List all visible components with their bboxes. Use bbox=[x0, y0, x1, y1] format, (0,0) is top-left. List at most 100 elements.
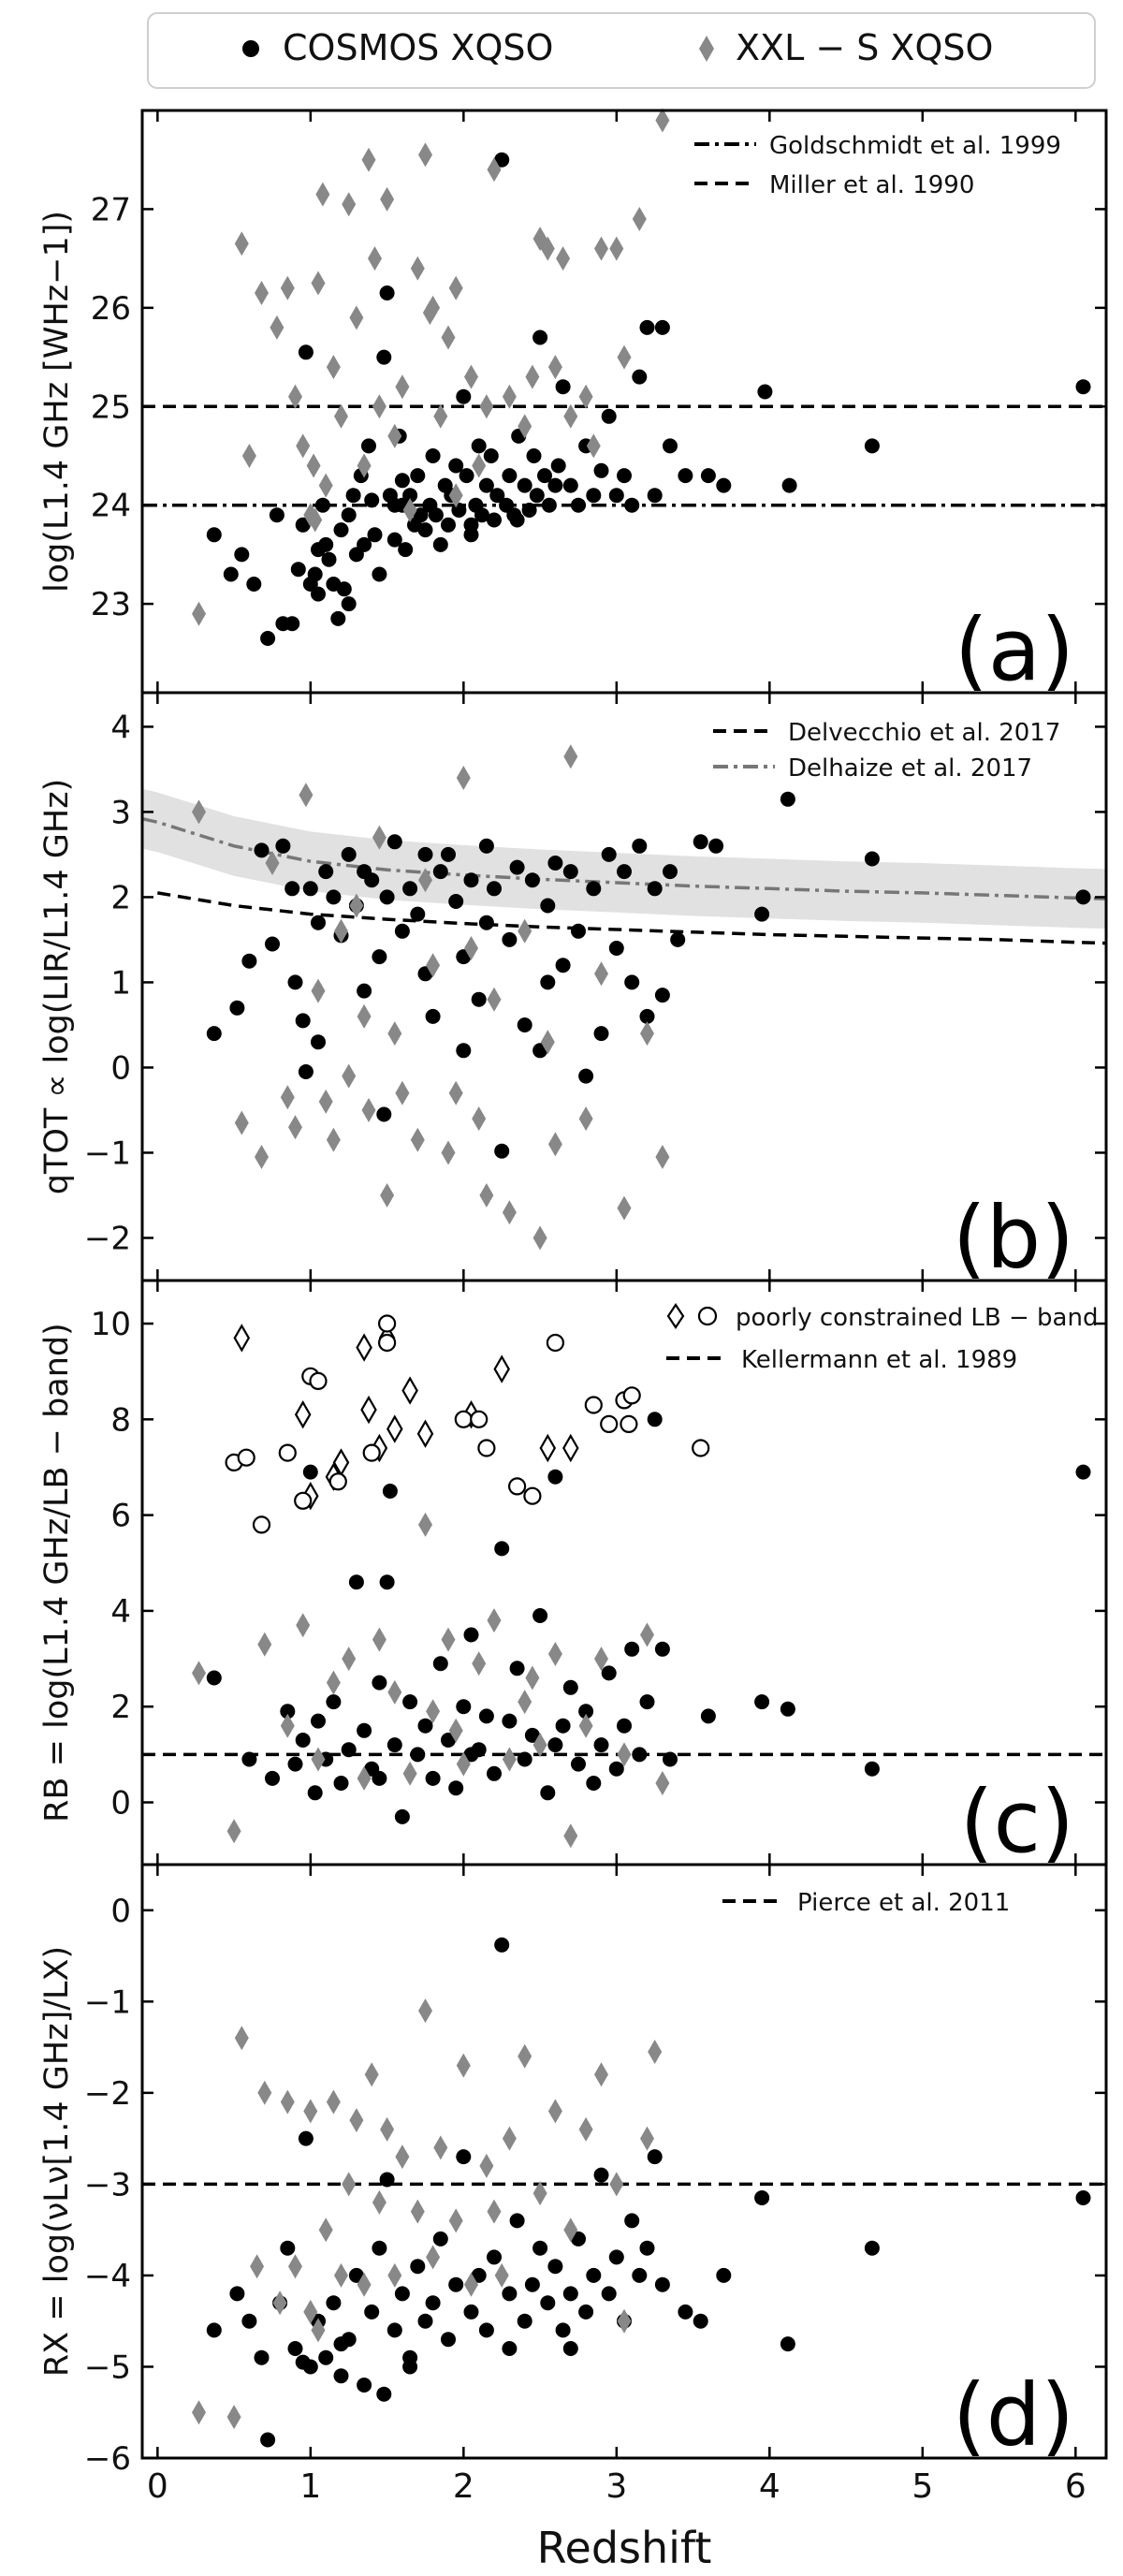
panel-a-xxl-point bbox=[578, 384, 593, 409]
panel-b-ytick-label: −1 bbox=[84, 1134, 131, 1172]
panel-b-cosmos-point bbox=[571, 923, 586, 939]
panel-a-cosmos-point bbox=[483, 448, 499, 463]
panel-d-cosmos-point bbox=[254, 2349, 270, 2365]
panel-c-open-point bbox=[237, 1448, 255, 1467]
panel-c-open-point bbox=[600, 1414, 619, 1434]
panel-d-xxl-point bbox=[288, 2254, 302, 2279]
panel-a-cosmos-point bbox=[361, 438, 376, 454]
top-legend: COSMOS XQSO XXL − S XQSO bbox=[147, 12, 1096, 89]
panel-a-cosmos-point bbox=[336, 581, 352, 597]
panel-d-xxl-point bbox=[464, 2272, 478, 2297]
panel-b-cosmos-point bbox=[562, 864, 578, 880]
panel-c-ytick-label: 2 bbox=[110, 1689, 131, 1726]
panel-a-xxl-point bbox=[540, 236, 555, 261]
panel-c-axes: 0 2 4 6 8 10 bbox=[91, 1281, 1106, 1865]
panel-c-open-point bbox=[416, 1419, 434, 1448]
panel-a-ytick-label: 27 bbox=[91, 191, 131, 228]
panel-a-xxl-point bbox=[318, 473, 333, 498]
panel-d-cosmos-point bbox=[562, 2286, 578, 2302]
panel-b-cosmos-point bbox=[311, 1034, 326, 1050]
panel-d-cosmos-point bbox=[532, 2240, 548, 2256]
panel-a-cosmos-point bbox=[487, 512, 502, 528]
panel-b-xxl-point bbox=[334, 918, 348, 944]
panel-a-cosmos-point bbox=[448, 458, 464, 474]
panel-d-xxl-point bbox=[547, 2099, 562, 2124]
x-axis-label: Redshift bbox=[537, 2523, 712, 2573]
panel-d-xxl-point bbox=[364, 2062, 379, 2087]
panel-c-ytick-label: 8 bbox=[110, 1401, 131, 1439]
panel-d-xxl-point bbox=[494, 2262, 509, 2288]
panel-b-delvecchio-line bbox=[157, 891, 1107, 945]
panel-c-xxl-point bbox=[226, 1819, 241, 1844]
panel-d-xxl-point bbox=[303, 2099, 318, 2124]
panel-d-xxl-point bbox=[433, 2135, 448, 2160]
panel-b-cosmos-point bbox=[287, 974, 303, 990]
panel-a-xxl-point bbox=[234, 231, 249, 256]
panel-b-xxl-point bbox=[464, 936, 478, 960]
panel-b-xxl-point bbox=[342, 1063, 357, 1089]
panel-c-cosmos-point bbox=[517, 1751, 532, 1767]
panel-c-open-point bbox=[507, 1477, 527, 1496]
panel-d-cosmos-point bbox=[639, 2240, 655, 2256]
panel-a-xxl-point bbox=[410, 256, 425, 281]
panel-b-cosmos-point bbox=[639, 1008, 655, 1024]
panel-a-xxl-point bbox=[306, 453, 321, 478]
panel-c-cosmos-point bbox=[265, 1770, 280, 1786]
panel-c-cosmos-point bbox=[425, 1770, 441, 1786]
panel-c-open-point bbox=[477, 1439, 496, 1457]
panel-b-xxl-point bbox=[326, 1127, 341, 1152]
panel-d-cosmos-point bbox=[578, 2304, 594, 2320]
panel-c-cosmos-point bbox=[341, 1742, 357, 1758]
panel-c-open-point bbox=[470, 1410, 489, 1428]
panel-a-cosmos-point bbox=[509, 512, 525, 528]
panel-a-cosmos-point bbox=[341, 596, 357, 612]
panel-b-xxl-point bbox=[418, 868, 432, 893]
panel-b-cosmos-point bbox=[780, 791, 795, 807]
panel-a-cosmos-point bbox=[367, 527, 383, 543]
panel-c-cosmos-point bbox=[647, 1412, 663, 1427]
panel-c-cosmos-point bbox=[562, 1679, 578, 1695]
panel-d-cosmos-point bbox=[287, 2341, 303, 2356]
panel-a-xxl-point bbox=[418, 142, 432, 168]
panel-a-cosmos-point bbox=[311, 586, 326, 602]
panel-a-xxl-point bbox=[326, 355, 341, 380]
panel-a-cosmos-point bbox=[532, 329, 548, 345]
panel-a-cosmos-point bbox=[234, 547, 250, 563]
panel-d-ytick-label: −5 bbox=[84, 2349, 131, 2386]
panel-a-cosmos-point bbox=[1075, 379, 1091, 395]
panel-d-cosmos-point bbox=[241, 2313, 257, 2329]
panel-c-cosmos-point bbox=[379, 1574, 395, 1590]
x-tick-label: 6 bbox=[1065, 2467, 1087, 2506]
panel-d-legend: Pierce et al. 2011 bbox=[722, 1889, 1010, 1917]
panel-b-cosmos-point bbox=[547, 856, 563, 871]
panel-c-cosmos-point bbox=[864, 1761, 880, 1777]
panel-d-xxl-point bbox=[280, 2089, 295, 2115]
panel-d-xxl-point bbox=[326, 2089, 341, 2115]
panel-a-cosmos-point bbox=[345, 488, 361, 504]
panel-a-xxl-point bbox=[433, 403, 448, 429]
panel-d-xxl-point bbox=[456, 2053, 471, 2078]
panel-c-xxl-point bbox=[311, 1747, 326, 1772]
panel-b-cosmos-point bbox=[298, 1064, 314, 1079]
panel-a-ytick-label: 26 bbox=[91, 290, 131, 328]
panel-d-ylabel: RX = log(νLν[1.4 GHz]/LX) bbox=[38, 1946, 76, 2377]
panel-c-xxl-point bbox=[192, 1661, 206, 1686]
panel-c-open-point bbox=[523, 1486, 542, 1505]
panel-b-cosmos-point bbox=[555, 958, 571, 973]
panel-b-legend: Delvecchio et al. 2017 Delhaize et al. 2… bbox=[713, 719, 1060, 783]
panel-a-cosmos-point bbox=[571, 497, 586, 513]
panel-a-cosmos-point bbox=[593, 462, 609, 478]
panel-d-xxl-point bbox=[395, 2144, 410, 2170]
panel-c-cosmos-point bbox=[382, 1484, 398, 1499]
panel-a-xxl-point bbox=[296, 433, 311, 459]
panel-b-xxl-point bbox=[563, 744, 578, 769]
panel-d-cosmos-point bbox=[463, 2304, 479, 2320]
panel-a-xxl-point bbox=[609, 236, 624, 261]
panel-a-xxl-point bbox=[563, 403, 578, 429]
panel-c-open-point bbox=[493, 1354, 510, 1383]
panel-b-xxl-point bbox=[540, 1030, 555, 1055]
panel-d-xxl-point bbox=[448, 2208, 463, 2233]
panel-c-open-point bbox=[378, 1333, 397, 1353]
panel-a-xxl-point bbox=[518, 414, 532, 439]
panel-c-cosmos-point bbox=[754, 1694, 770, 1710]
